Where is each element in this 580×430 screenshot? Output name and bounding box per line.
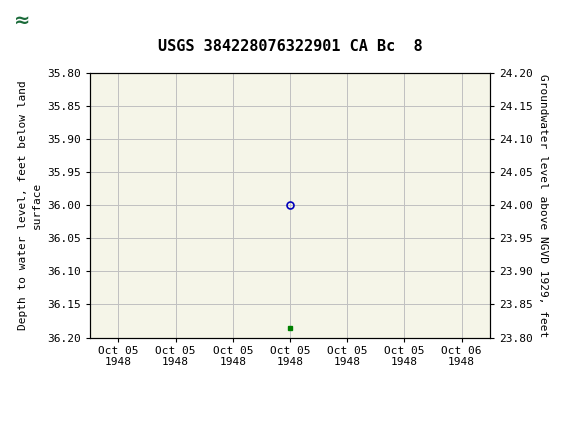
Text: USGS 384228076322901 CA Bc  8: USGS 384228076322901 CA Bc 8 [158, 39, 422, 54]
Y-axis label: Groundwater level above NGVD 1929, feet: Groundwater level above NGVD 1929, feet [538, 74, 549, 337]
Text: ≈: ≈ [14, 10, 30, 30]
Y-axis label: Depth to water level, feet below land
surface: Depth to water level, feet below land su… [19, 80, 42, 330]
Text: USGS: USGS [50, 11, 106, 29]
FancyBboxPatch shape [4, 3, 40, 37]
